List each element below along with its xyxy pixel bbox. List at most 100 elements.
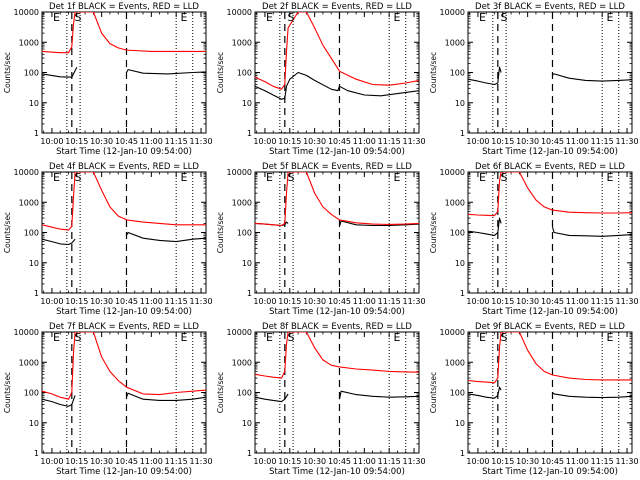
marker-letter-e: E	[479, 171, 486, 184]
x-tick-label: 11:00	[566, 297, 589, 306]
y-axis-label: Counts/sec	[216, 52, 225, 93]
marker-letter-e: E	[479, 331, 486, 344]
y-tick-label: 10000	[227, 8, 252, 17]
lld-series-line	[468, 332, 632, 384]
x-tick-label: 10:00	[466, 297, 489, 306]
y-axis-label: Counts/sec	[429, 372, 438, 413]
y-tick-label: 100	[237, 229, 252, 238]
events-series-line	[255, 390, 419, 403]
panel-det-8: Det 8f BLACK = Events, RED = LLD 1 10 100 10…	[216, 322, 426, 477]
x-tick-label: 11:00	[353, 297, 376, 306]
panel-title: Det 3f BLACK = Events, RED = LLD	[475, 2, 625, 12]
marker-letter-s: S	[74, 11, 81, 24]
panel-title: Det 1f BLACK = Events, RED = LLD	[49, 2, 199, 12]
y-axis-label: Counts/sec	[3, 212, 12, 253]
x-tick-label: 10:15	[65, 297, 88, 306]
x-tick-label: 10:45	[115, 457, 138, 466]
y-tick-label: 10	[242, 99, 252, 108]
x-tick-label: 11:15	[378, 137, 401, 146]
x-tick-label: 10:30	[516, 297, 539, 306]
marker-letter-e: E	[266, 331, 273, 344]
x-tick-label: 10:15	[491, 297, 514, 306]
x-tick-label: 11:15	[591, 457, 614, 466]
marker-letter-e: E	[180, 171, 187, 184]
marker-letter-s: S	[287, 331, 294, 344]
lld-series-line	[42, 332, 206, 400]
y-tick-label: 1000	[445, 198, 465, 207]
y-axis-label: Counts/sec	[216, 372, 225, 413]
x-tick-label: 11:15	[165, 457, 188, 466]
marker-letter-e: E	[53, 11, 60, 24]
x-tick-label: 10:30	[90, 457, 113, 466]
events-series-line	[42, 231, 206, 246]
x-tick-label: 11:30	[615, 137, 638, 146]
y-tick-label: 1000	[19, 358, 39, 367]
x-tick-label: 10:00	[253, 297, 276, 306]
panel-det-4: Det 4f BLACK = Events, RED = LLD 1 10 100 10…	[3, 162, 213, 317]
panel-title: Det 6f BLACK = Events, RED = LLD	[475, 162, 625, 172]
marker-letter-e: E	[393, 11, 400, 24]
x-tick-label: 11:00	[566, 137, 589, 146]
events-series-line	[255, 71, 419, 100]
series-group	[255, 332, 419, 403]
marker-letter-s: S	[74, 171, 81, 184]
y-tick-label: 10000	[440, 8, 465, 17]
y-axis-label: Counts/sec	[216, 212, 225, 253]
marker-letter-e: E	[393, 331, 400, 344]
x-tick-label: 11:00	[566, 457, 589, 466]
y-tick-label: 10000	[14, 328, 39, 337]
y-tick-label: 10	[242, 259, 252, 268]
y-tick-label: 10	[29, 259, 39, 268]
x-tick-label: 10:00	[466, 457, 489, 466]
panel-det-7: Det 7f BLACK = Events, RED = LLD 1 10 100 10…	[3, 322, 213, 477]
x-tick-label: 10:30	[303, 137, 326, 146]
marker-letter-e: E	[53, 331, 60, 344]
x-tick-label: 10:30	[90, 137, 113, 146]
x-tick-label: 11:15	[591, 297, 614, 306]
marker-letter-e: E	[266, 11, 273, 24]
x-tick-label: 11:30	[402, 457, 425, 466]
x-tick-label: 10:00	[466, 137, 489, 146]
marker-letter-e: E	[53, 171, 60, 184]
x-tick-label: 10:45	[115, 137, 138, 146]
x-tick-label: 11:00	[353, 137, 376, 146]
marker-letter-e: E	[606, 331, 613, 344]
x-tick-label: 10:30	[516, 457, 539, 466]
y-tick-label: 10	[29, 99, 39, 108]
lld-series-line	[255, 332, 419, 379]
x-tick-label: 10:00	[40, 297, 63, 306]
y-tick-label: 10000	[14, 168, 39, 177]
y-tick-label: 100	[450, 229, 465, 238]
y-axis-label: Counts/sec	[429, 212, 438, 253]
y-tick-label: 1000	[232, 38, 252, 47]
lld-series-line	[42, 172, 206, 231]
y-tick-label: 10	[455, 99, 465, 108]
x-tick-label: 10:30	[303, 457, 326, 466]
x-tick-label: 10:15	[65, 137, 88, 146]
events-series-line	[468, 66, 632, 86]
y-axis-label: Counts/sec	[3, 52, 12, 93]
x-tick-label: 11:00	[140, 457, 163, 466]
x-axis-label: Start Time (12-Jan-10 09:54:00)	[56, 307, 192, 317]
y-tick-label: 1	[460, 449, 465, 458]
events-series-line	[468, 386, 632, 399]
x-axis-label: Start Time (12-Jan-10 09:54:00)	[56, 147, 192, 157]
y-tick-label: 10	[455, 259, 465, 268]
y-tick-label: 10000	[227, 168, 252, 177]
x-tick-label: 10:15	[278, 137, 301, 146]
y-tick-label: 10000	[227, 328, 252, 337]
y-tick-label: 100	[450, 389, 465, 398]
x-tick-label: 10:00	[40, 457, 63, 466]
lld-series-line	[468, 172, 632, 217]
x-tick-label: 11:30	[189, 457, 212, 466]
marker-letter-e: E	[180, 11, 187, 24]
x-axis-label: Start Time (12-Jan-10 09:54:00)	[482, 467, 618, 477]
y-axis-label: Counts/sec	[429, 52, 438, 93]
x-tick-label: 11:15	[165, 137, 188, 146]
marker-letter-s: S	[287, 171, 294, 184]
y-tick-label: 1	[460, 289, 465, 298]
x-tick-label: 11:15	[378, 457, 401, 466]
x-tick-label: 10:15	[491, 137, 514, 146]
y-tick-label: 10000	[14, 8, 39, 17]
y-tick-label: 1	[34, 289, 39, 298]
